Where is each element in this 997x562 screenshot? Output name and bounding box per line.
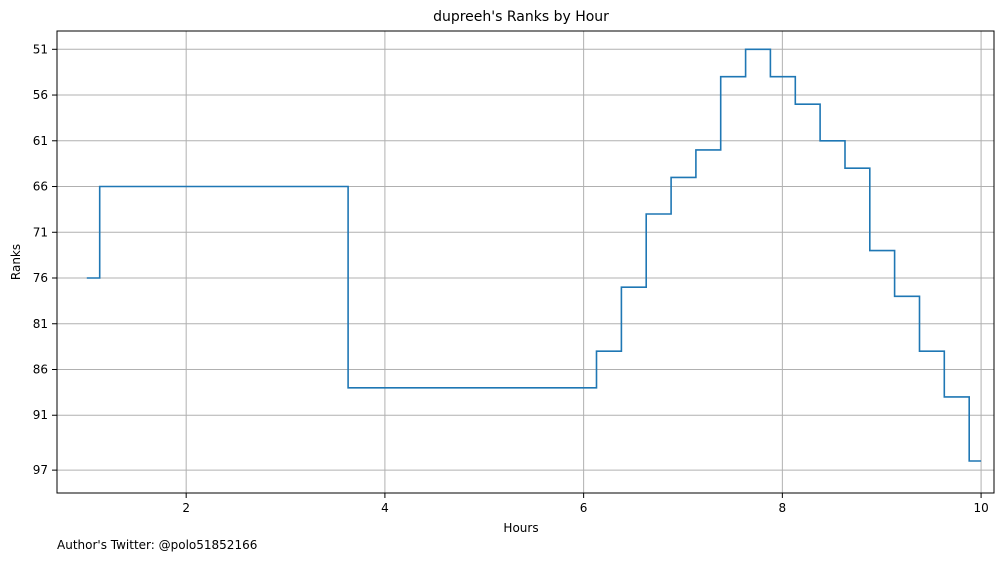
- y-tick-label: 97: [33, 463, 48, 477]
- y-tick-label: 61: [33, 134, 48, 148]
- author-footnote: Author's Twitter: @polo51852166: [57, 538, 258, 552]
- y-axis-label: Ranks: [9, 244, 23, 280]
- x-axis-label: Hours: [503, 521, 538, 535]
- y-tick-label: 71: [33, 225, 48, 239]
- y-tick-label: 81: [33, 317, 48, 331]
- y-tick-label: 91: [33, 408, 48, 422]
- x-tick-label: 2: [182, 501, 190, 515]
- x-tick-label: 6: [580, 501, 588, 515]
- x-axis-ticks: 2 4 6 8 10: [182, 493, 989, 515]
- chart-title: dupreeh's Ranks by Hour: [433, 9, 609, 25]
- y-tick-label: 86: [33, 362, 48, 376]
- y-tick-label: 51: [33, 42, 48, 56]
- rank-step-line: [86, 48, 982, 462]
- y-tick-label: 66: [33, 180, 48, 194]
- y-axis-ticks: 51 56 61 66 71 76 81 86 91 97: [33, 42, 57, 477]
- grid: [57, 31, 994, 493]
- x-tick-label: 8: [779, 501, 787, 515]
- x-tick-label: 4: [381, 501, 389, 515]
- x-tick-label: 10: [973, 501, 988, 515]
- series-layer: [86, 48, 982, 462]
- y-tick-label: 56: [33, 88, 48, 102]
- plot-area-frame: [56, 30, 995, 494]
- y-tick-label: 76: [33, 271, 48, 285]
